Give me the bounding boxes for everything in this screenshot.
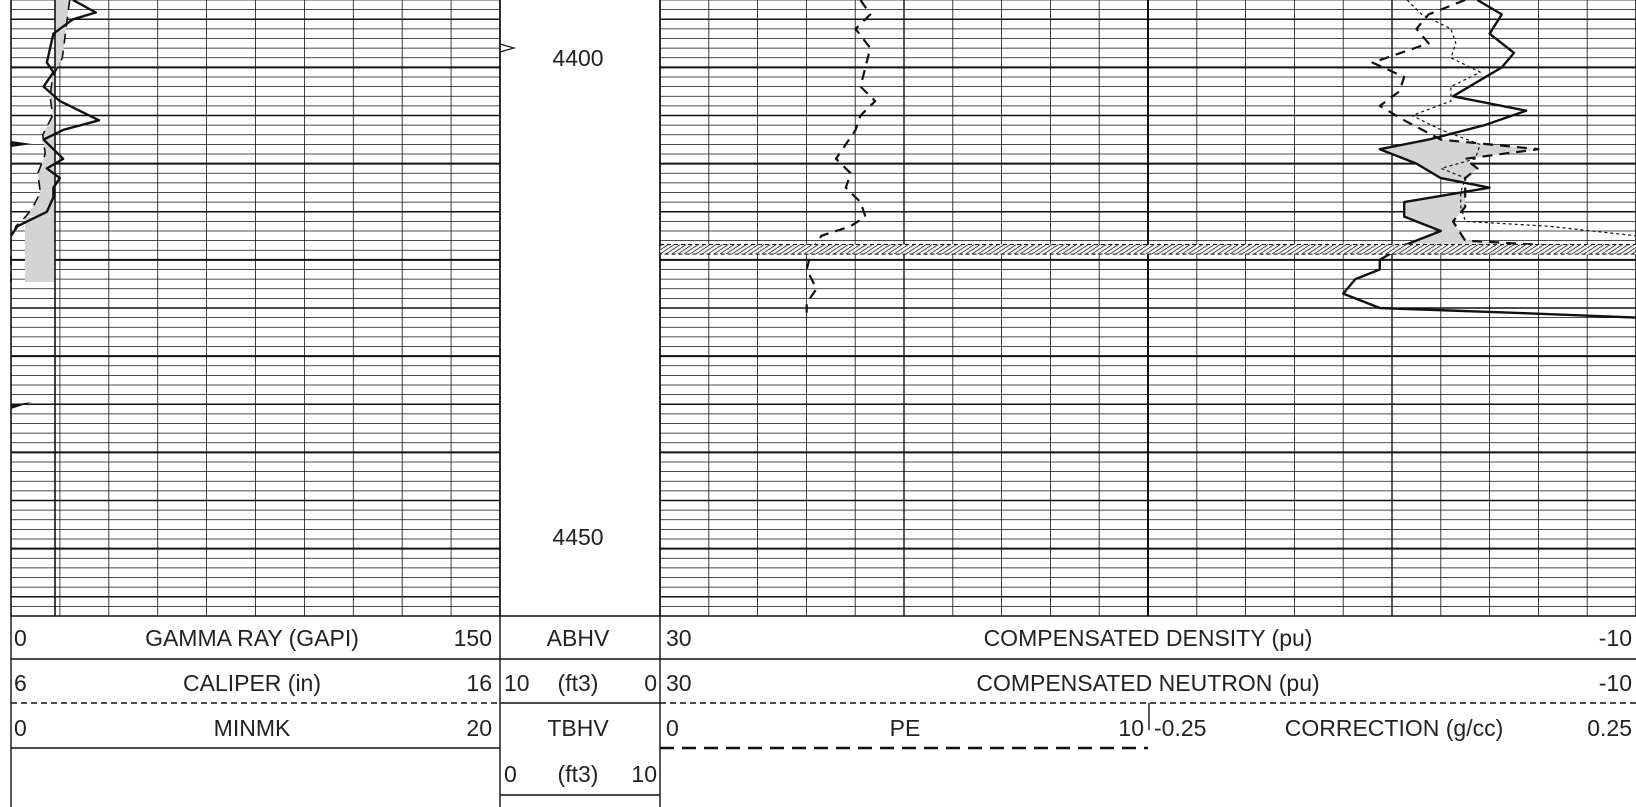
minmk-max: 20 [466, 715, 492, 741]
tbhv-unit: (ft3) [557, 761, 599, 787]
density-min: 30 [666, 625, 692, 651]
hatched-band-layer [659, 244, 1636, 255]
log-grid [10, 0, 1636, 807]
abhv-max: 0 [644, 670, 657, 696]
abhv-title: ABHV [546, 625, 610, 651]
density-max: -10 [1598, 625, 1632, 651]
neutron-max: -10 [1598, 670, 1632, 696]
curve-layer [10, 0, 1636, 616]
depth-flag-marker [11, 141, 32, 147]
tbhv-min: 0 [504, 761, 517, 787]
caliper-min: 6 [14, 670, 27, 696]
abhv-unit: (ft3) [557, 670, 599, 696]
caliper-title: CALIPER (in) [182, 670, 322, 696]
caliper-fill-lower [25, 216, 56, 282]
pe-max: 10 [1118, 715, 1144, 741]
correction-title: CORRECTION (g/cc) [1284, 715, 1504, 741]
density-neutron-fill [1380, 139, 1536, 244]
minmk-min: 0 [14, 715, 27, 741]
depth-label-4450: 4450 [552, 524, 604, 550]
minmk-title: MINMK [213, 715, 291, 741]
gamma-ray-max: 150 [453, 625, 492, 651]
correction-curve [1406, 0, 1636, 237]
pe-title: PE [889, 715, 921, 741]
curve-fill-layer [25, 0, 1536, 282]
density-title: COMPENSATED DENSITY (pu) [983, 625, 1313, 651]
tbhv-title: TBHV [547, 715, 609, 741]
abhv-min: 10 [504, 670, 530, 696]
depth-label-4400: 4400 [552, 45, 604, 71]
tbhv-max: 10 [631, 761, 657, 787]
compensated-neutron-curve [1371, 0, 1636, 252]
pe-min: 0 [666, 715, 679, 741]
depth-flag-marker [499, 43, 517, 53]
gamma-ray-curve [10, 0, 101, 237]
caliper-curve [10, 0, 71, 282]
correction-max: 0.25 [1587, 715, 1632, 741]
hatched-interval-band [659, 244, 1636, 255]
neutron-title: COMPENSATED NEUTRON (pu) [976, 670, 1320, 696]
compensated-density-curve [1342, 0, 1636, 319]
neutron-min: 30 [666, 670, 692, 696]
caliper-max: 16 [466, 670, 492, 696]
pe-curve [805, 0, 877, 313]
correction-min: -0.25 [1154, 715, 1207, 741]
gamma-ray-title: GAMMA RAY (GAPI) [145, 625, 359, 651]
depth-flag-marker [11, 402, 32, 409]
caliper-fill [26, 0, 70, 217]
gamma-ray-min: 0 [14, 625, 27, 651]
